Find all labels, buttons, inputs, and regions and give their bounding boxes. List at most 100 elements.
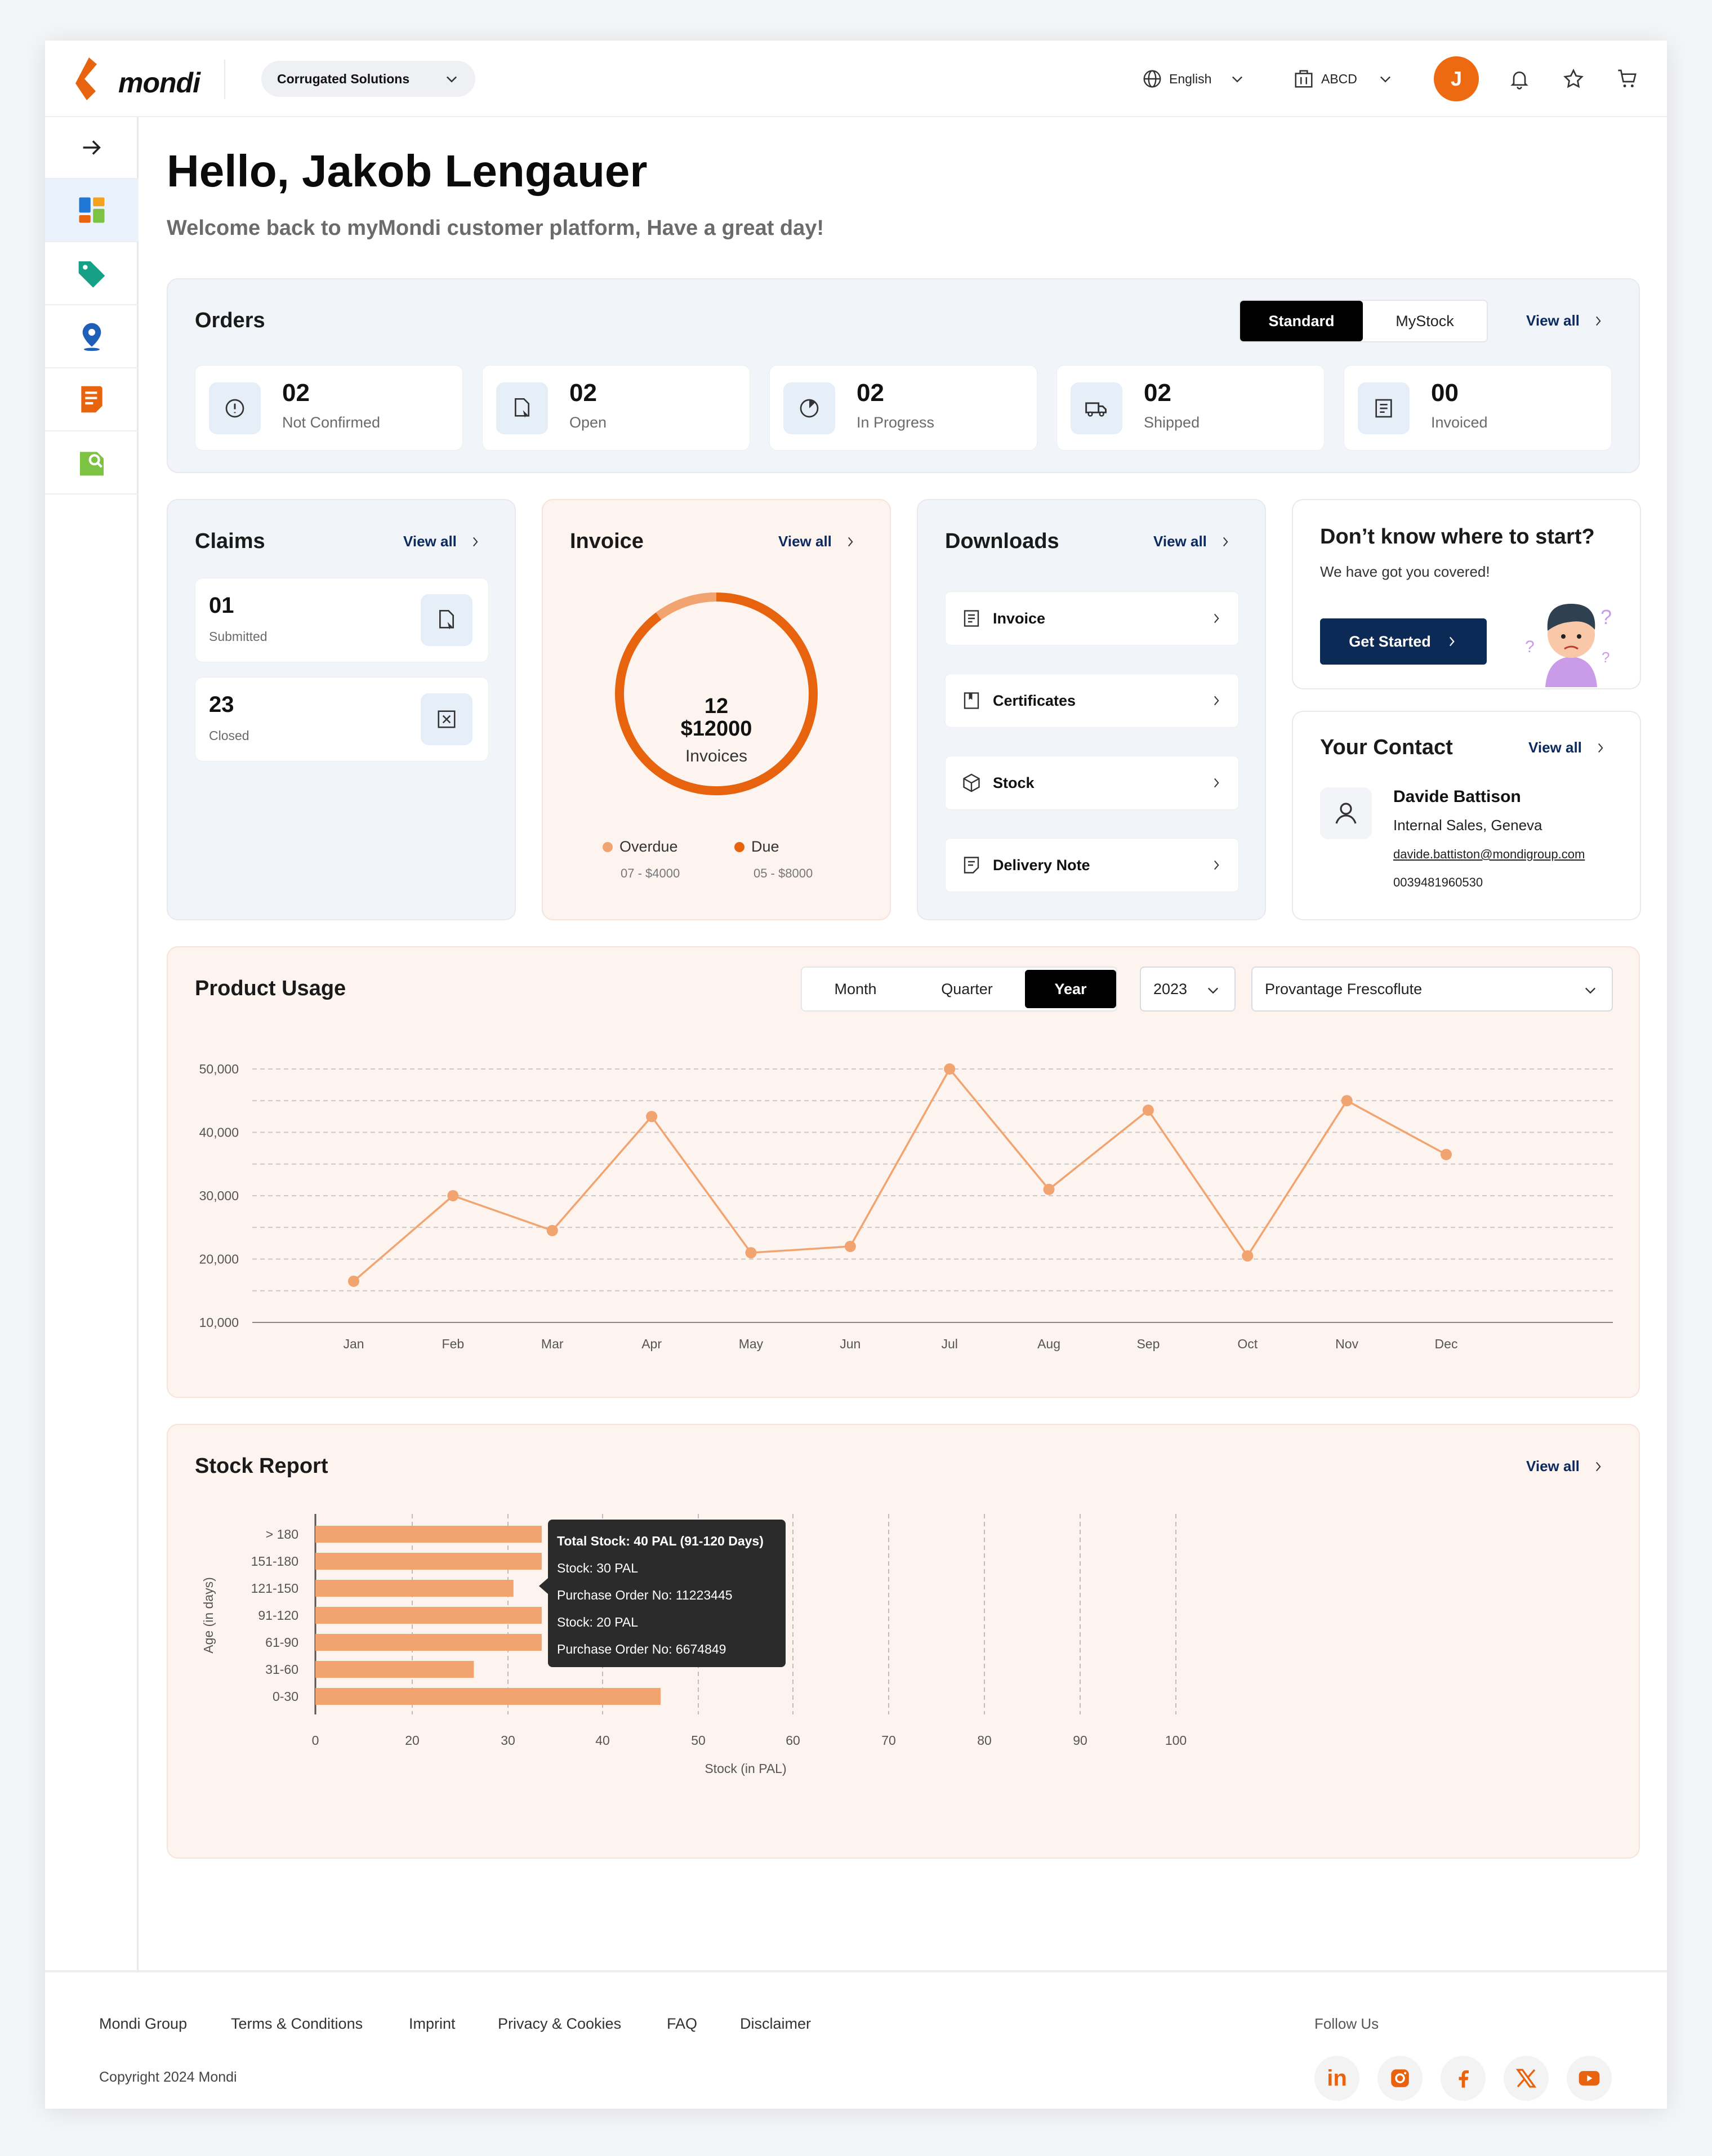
legend-overdue: Overdue (603, 838, 678, 856)
footer-link[interactable]: Privacy & Cookies (498, 2015, 622, 2032)
legend-swatch (734, 841, 744, 852)
view-all-label: View all (1526, 312, 1580, 329)
chevron-right-icon (1214, 778, 1219, 788)
contact-view-all[interactable]: View all (1528, 739, 1607, 756)
instagram-icon[interactable] (1377, 2056, 1423, 2101)
get-started-button[interactable]: Get Started (1320, 618, 1487, 665)
y-tick-label: 40,000 (199, 1125, 239, 1140)
sidebar-item-search-stock[interactable] (45, 431, 139, 495)
language-select[interactable]: English (1142, 64, 1245, 93)
claim-closed-card[interactable]: 23 Closed (195, 677, 489, 761)
business-unit-select[interactable]: Corrugated Solutions (261, 61, 475, 97)
legend-detail: 05 - $8000 (754, 866, 813, 880)
y-tick-label: 30,000 (199, 1188, 239, 1203)
truck-icon (1071, 382, 1122, 434)
user-avatar[interactable]: J (1434, 56, 1479, 101)
facebook-icon[interactable] (1441, 2056, 1486, 2101)
download-label: Invoice (993, 609, 1046, 627)
product-select[interactable]: Provantage Frescoflute (1251, 966, 1613, 1012)
download-invoice[interactable]: Invoice (945, 591, 1239, 645)
download-certificates[interactable]: Certificates (945, 674, 1239, 728)
stock-bar (315, 1634, 542, 1651)
mondi-mark-icon (75, 57, 97, 100)
contact-email-link[interactable]: davide.battiston@mondigroup.com (1393, 847, 1585, 861)
x-tick-label: 90 (1073, 1733, 1087, 1748)
footer-link[interactable]: Disclaimer (740, 2015, 812, 2032)
sidebar-item-tracking[interactable] (45, 305, 139, 368)
x-tick-label: Aug (1037, 1337, 1060, 1351)
contact-role: Internal Sales, Geneva (1393, 817, 1542, 834)
year-select[interactable]: 2023 (1140, 966, 1236, 1012)
order-stat-in-progress[interactable]: 02 In Progress (769, 365, 1037, 451)
contact-name: Davide Battison (1393, 787, 1521, 806)
stock-title: Stock Report (195, 1454, 328, 1478)
chevron-right-icon (1595, 316, 1601, 326)
stock-report-panel: Stock Report View all 0 20 30 40 50 60 70 80 90 1… (167, 1424, 1640, 1859)
cart-icon[interactable] (1616, 68, 1639, 90)
page-title: Hello, Jakob Lengauer (167, 146, 648, 196)
y-tick-label: 20,000 (199, 1252, 239, 1267)
claims-view-all[interactable]: View all (403, 533, 482, 550)
order-stat-not-confirmed[interactable]: 02 Not Confirmed (195, 365, 463, 451)
invoice-view-all[interactable]: View all (778, 533, 857, 550)
y-tick-label: 0-30 (273, 1689, 298, 1704)
stock-view-all[interactable]: View all (1526, 1458, 1604, 1475)
footer-link[interactable]: FAQ (667, 2015, 698, 2032)
usage-data-point (646, 1111, 658, 1122)
stat-label: Not Confirmed (282, 414, 381, 431)
confused-person-illustration: ? ? ? (1525, 604, 1612, 687)
toggle-standard[interactable]: Standard (1240, 301, 1363, 341)
period-year[interactable]: Year (1025, 970, 1116, 1008)
location-pin-icon (82, 323, 101, 351)
linkedin-icon[interactable]: in (1314, 2056, 1359, 2101)
orders-view-all[interactable]: View all (1526, 312, 1604, 329)
usage-data-point (1043, 1183, 1055, 1195)
stock-bar (315, 1553, 542, 1570)
order-stat-invoiced[interactable]: 00 Invoiced (1344, 365, 1612, 451)
stat-count: 02 (857, 379, 884, 407)
chevron-down-icon (446, 76, 457, 83)
orders-toggle: Standard MyStock (1239, 300, 1488, 342)
star-icon[interactable] (1562, 68, 1585, 90)
account-select[interactable]: ABCD (1293, 64, 1393, 93)
mondi-logo[interactable]: mondi (72, 56, 200, 101)
youtube-icon[interactable] (1567, 2056, 1612, 2101)
chevron-right-icon (1223, 537, 1228, 546)
svg-text:?: ? (1525, 638, 1535, 656)
tag-icon (78, 261, 105, 288)
sidebar-item-products[interactable] (45, 242, 139, 305)
stat-label: In Progress (857, 414, 935, 431)
footer-link[interactable]: Terms & Conditions (231, 2015, 363, 2032)
toggle-mystock[interactable]: MyStock (1396, 312, 1454, 329)
delivery-note-icon (964, 857, 979, 874)
stock-bar (315, 1607, 542, 1624)
claims-panel: Claims View all 01 Submitted 23 Closed (167, 499, 516, 920)
x-tick-label: 50 (691, 1733, 706, 1748)
product-value: Provantage Frescoflute (1265, 980, 1423, 997)
usage-data-point (844, 1241, 856, 1252)
period-quarter[interactable]: Quarter (941, 980, 993, 997)
order-stat-shipped[interactable]: 02 Shipped (1056, 365, 1325, 451)
x-tick-label: 100 (1165, 1733, 1187, 1748)
sidebar-item-dashboard[interactable] (45, 179, 139, 242)
download-delivery-note[interactable]: Delivery Note (945, 838, 1239, 892)
downloads-view-all[interactable]: View all (1153, 533, 1232, 550)
period-month[interactable]: Month (834, 980, 877, 997)
claim-submitted-card[interactable]: 01 Submitted (195, 578, 489, 662)
x-icon[interactable] (1504, 2056, 1549, 2101)
usage-data-point (1441, 1148, 1452, 1160)
chevron-right-icon (472, 537, 478, 546)
x-tick-label: Mar (541, 1337, 564, 1351)
sidebar-item-documents[interactable] (45, 368, 139, 431)
order-stat-open[interactable]: 02 Open (482, 365, 750, 451)
bell-icon[interactable] (1508, 68, 1531, 90)
usage-data-point (1142, 1104, 1154, 1116)
contact-card: Your Contact View all Davide Battison In… (1292, 711, 1641, 920)
footer-link[interactable]: Imprint (409, 2015, 456, 2032)
sidebar-expand[interactable] (45, 117, 139, 179)
usage-data-point (745, 1247, 757, 1259)
download-label: Delivery Note (993, 856, 1090, 874)
footer-link[interactable]: Mondi Group (99, 2015, 188, 2032)
document-cursor-icon (421, 594, 472, 646)
download-stock[interactable]: Stock (945, 756, 1239, 810)
